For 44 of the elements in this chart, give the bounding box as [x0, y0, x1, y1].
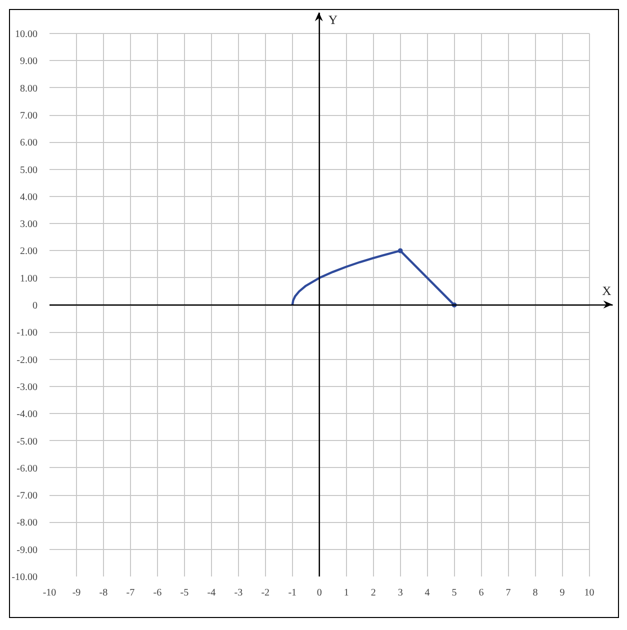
x-tick-label: 5: [452, 588, 457, 598]
x-tick-label: 1: [344, 588, 349, 598]
y-tick-label: -9.00: [16, 544, 38, 556]
y-tick-label: 2.00: [20, 246, 38, 258]
x-tick-label: -3: [234, 588, 243, 598]
x-tick-label: 6: [478, 588, 484, 598]
y-tick-label: -6.00: [16, 463, 38, 474]
x-tick-label: -8: [99, 588, 108, 598]
x-tick-label: -10: [42, 588, 56, 598]
y-tick-label: -7.00: [16, 490, 38, 502]
x-tick-label: 10: [584, 588, 594, 598]
x-tick-label: -7: [126, 588, 135, 598]
y-tick-label: 5.00: [20, 164, 38, 176]
x-tick-label: 8: [532, 588, 538, 598]
x-tick-label: 0: [316, 588, 322, 598]
x-tick-label: 9: [560, 588, 565, 598]
x-tick-label: -4: [207, 588, 216, 598]
x-tick-label: 2: [370, 588, 376, 598]
y-tick-label: 1.00: [20, 273, 38, 284]
y-tick-label: 0: [32, 300, 38, 312]
y-tick-label: -5.00: [16, 436, 38, 448]
x-tick-label: -6: [153, 588, 162, 598]
x-axis-title: X: [602, 284, 612, 298]
y-tick-label: 7.00: [20, 110, 38, 122]
y-tick-label: -2.00: [16, 354, 38, 366]
x-tick-label: -2: [261, 588, 270, 598]
x-tick-label: 7: [506, 588, 511, 598]
y-tick-label: 4.00: [20, 192, 38, 203]
y-axis-title: Y: [328, 13, 338, 28]
y-tick-label: -3.00: [16, 382, 38, 393]
x-tick-label: 4: [424, 588, 430, 598]
x-tick-label: 3: [398, 588, 403, 598]
y-tick-label: -8.00: [16, 518, 38, 529]
y-tick-label: -10.00: [12, 572, 38, 583]
y-tick-label: 10.00: [15, 29, 38, 40]
y-tick-label: 6.00: [20, 138, 38, 149]
x-tick-label: -1: [288, 588, 297, 598]
y-tick-label: -4.00: [16, 409, 38, 420]
y-tick-label: 8.00: [20, 83, 38, 94]
y-tick-label: -1.00: [16, 328, 38, 339]
y-tick-label: 9.00: [20, 56, 38, 68]
x-tick-label: -9: [72, 588, 81, 598]
y-tick-label: 3.00: [20, 219, 38, 230]
x-tick-label: -5: [180, 588, 189, 598]
